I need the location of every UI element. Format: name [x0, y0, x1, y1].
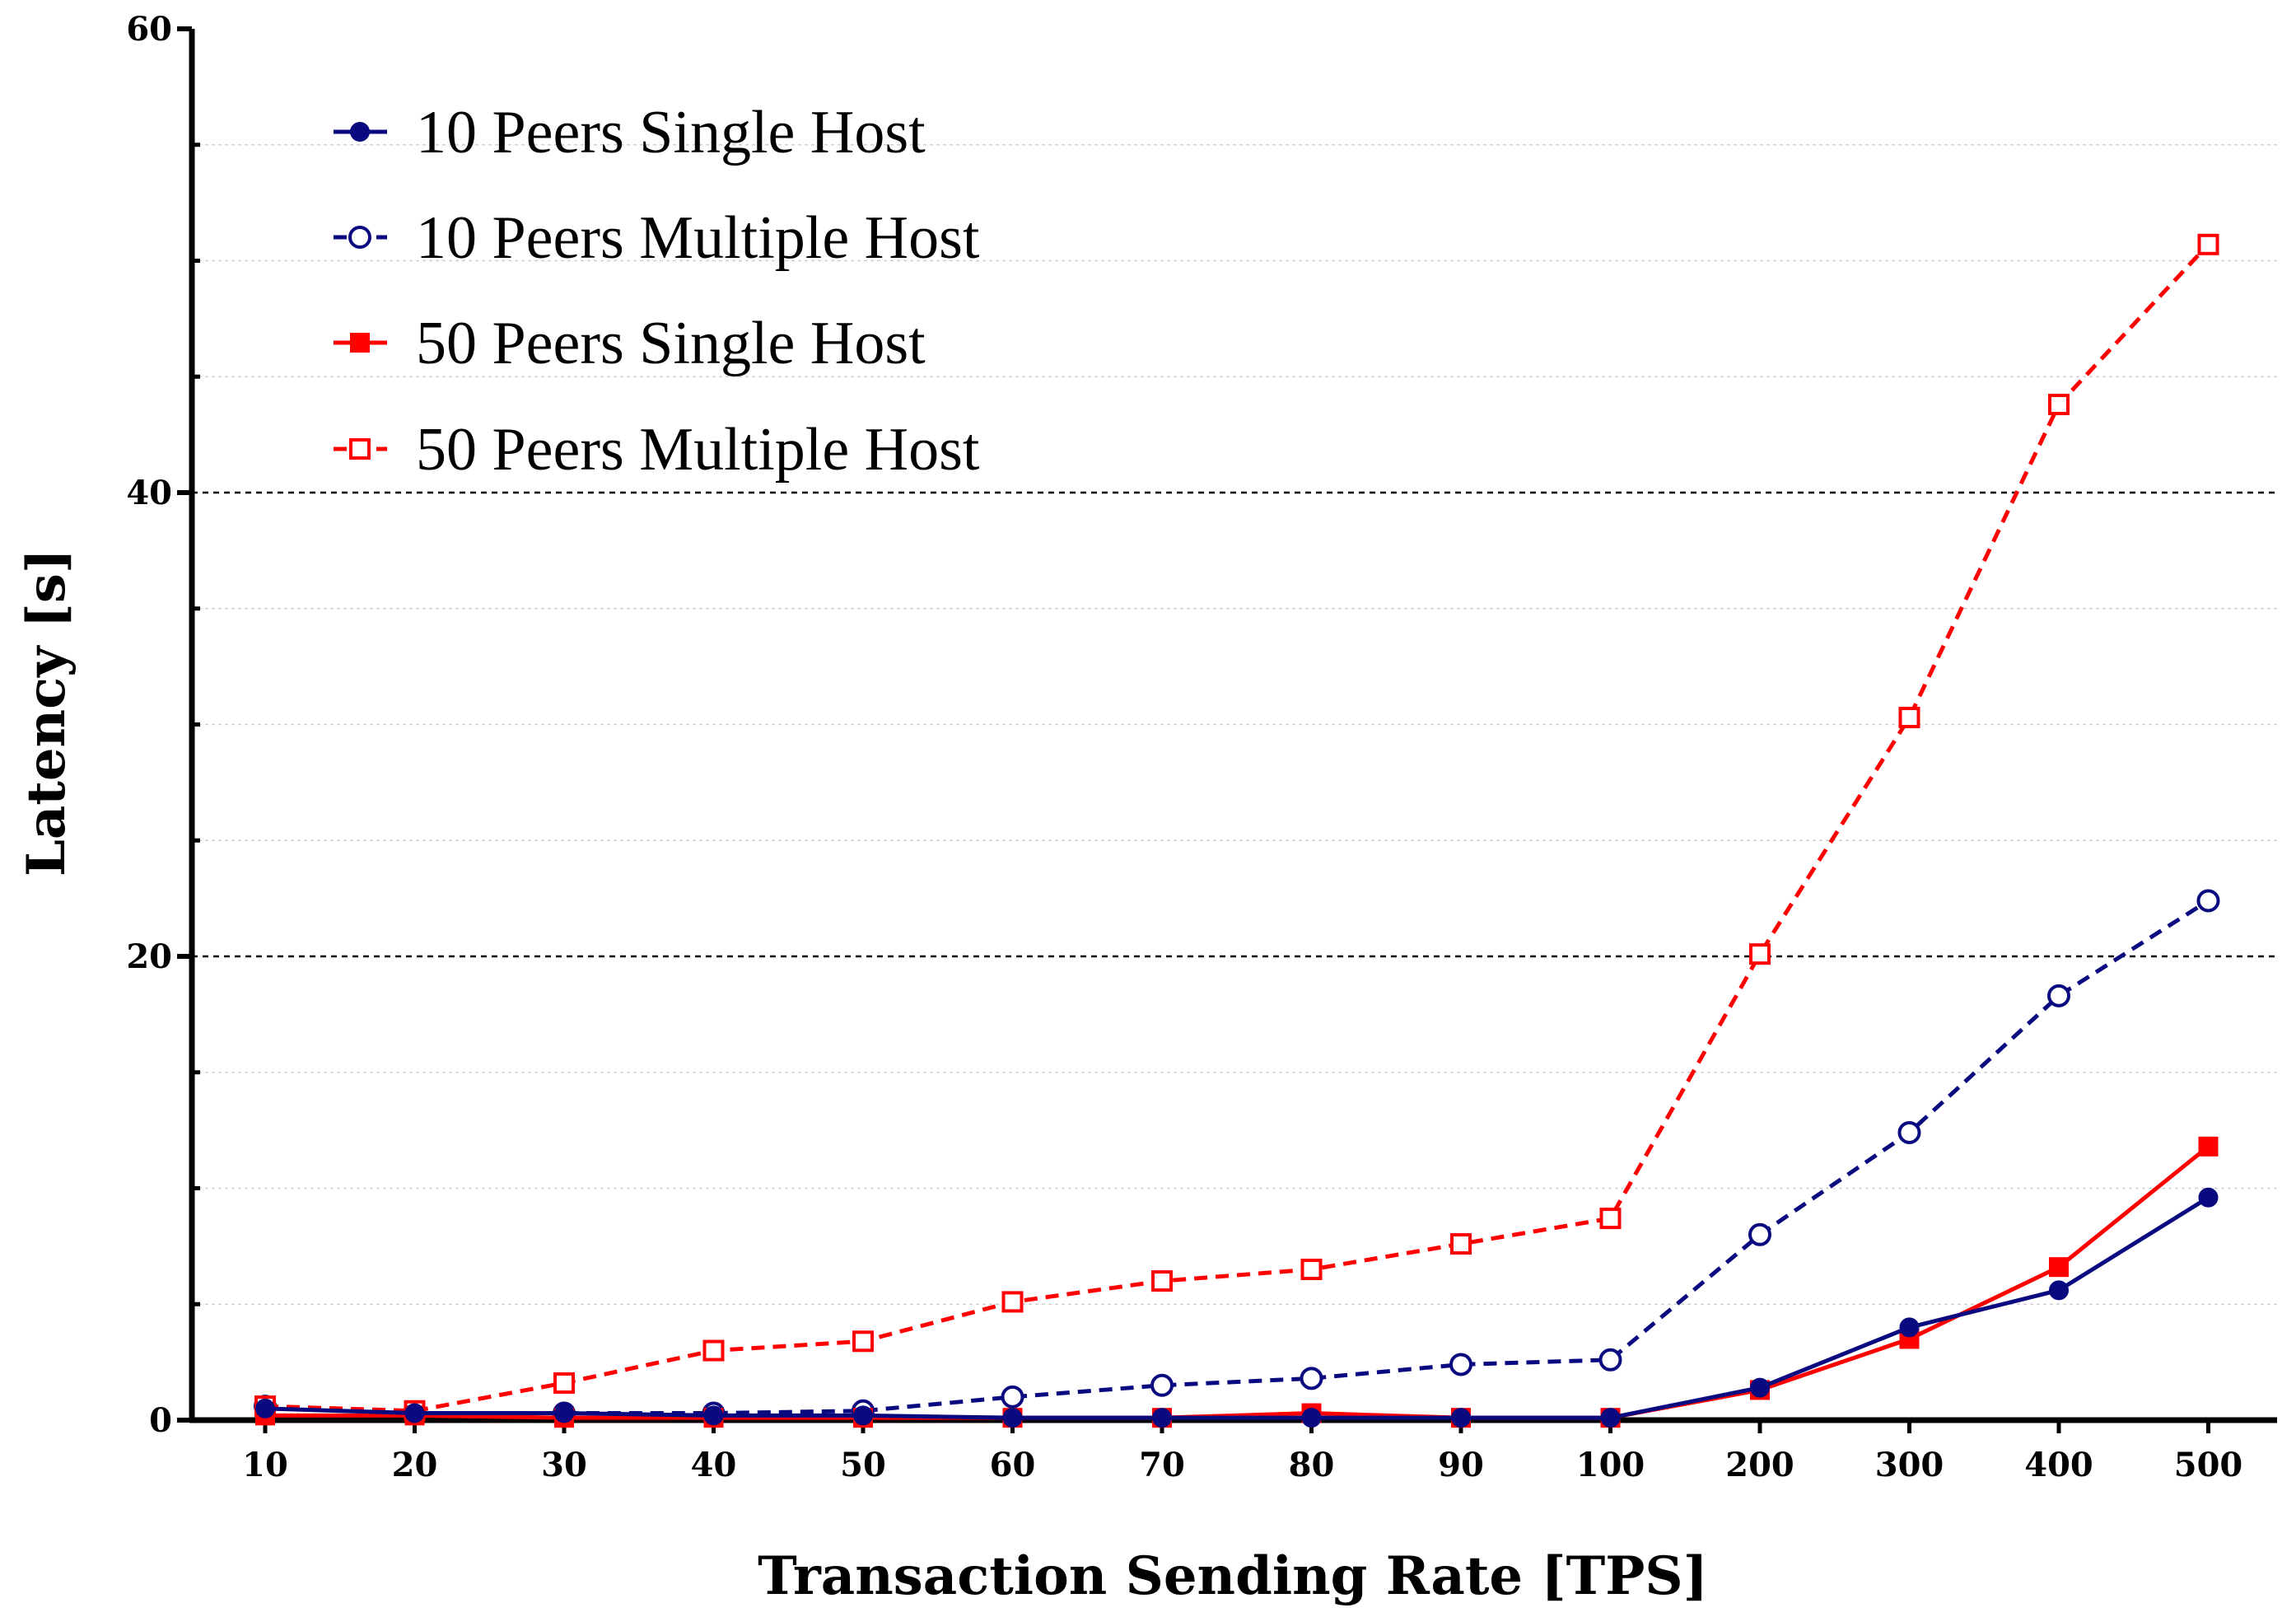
x-tick-label: 200	[1725, 1446, 1794, 1484]
x-tick-label: 100	[1576, 1446, 1645, 1484]
data-point	[1150, 1373, 1174, 1397]
data-point	[1598, 1348, 1622, 1372]
x-tick-label: 30	[541, 1446, 587, 1484]
legend-marker	[350, 333, 370, 353]
data-point	[1749, 943, 1771, 965]
x-tick-label: 50	[840, 1446, 886, 1484]
data-point	[2197, 233, 2219, 255]
legend-label: 10 Peers Single Host	[416, 99, 926, 166]
data-point	[2198, 1187, 2219, 1208]
data-point	[1449, 1353, 1472, 1376]
data-point	[1748, 1222, 1771, 1246]
x-tick-label: 90	[1438, 1446, 1484, 1484]
series-0	[255, 1187, 2219, 1428]
data-point	[404, 1403, 425, 1423]
data-point	[1151, 1270, 1173, 1292]
data-point	[2049, 1257, 2069, 1278]
data-point	[1001, 1385, 1024, 1409]
data-point	[1600, 1408, 1621, 1428]
series-line	[265, 1144, 2210, 1420]
legend-marker	[349, 438, 371, 460]
data-point	[852, 1330, 874, 1353]
legend-entry: 10 Peers Multiple Host	[334, 204, 980, 272]
x-tick-label: 70	[1139, 1446, 1185, 1484]
x-tick-label: 60	[990, 1446, 1036, 1484]
data-point	[853, 1405, 873, 1426]
data-point	[1750, 1377, 1770, 1398]
data-point	[2048, 394, 2070, 416]
data-point	[1599, 1208, 1622, 1230]
legend-marker	[350, 122, 370, 142]
data-point	[2198, 1136, 2219, 1157]
y-tick-label: 0	[149, 1401, 172, 1440]
x-tick-label: 80	[1289, 1446, 1335, 1484]
y-tick-label: 60	[126, 10, 172, 49]
x-tick-label: 300	[1875, 1446, 1944, 1484]
y-axis-title: Latency [s]	[16, 549, 77, 876]
legend-entry: 10 Peers Single Host	[334, 99, 926, 166]
tick-labels: 0 20 40 60 10 20 30 40 50 60 70 80 90 100 200 300 400 500	[126, 10, 2242, 1484]
axes	[177, 26, 2277, 1433]
legend-marker	[348, 226, 371, 249]
data-point	[1898, 707, 1920, 729]
x-tick-label: 400	[2024, 1446, 2093, 1484]
series-line	[264, 1195, 2210, 1420]
data-point	[1897, 1120, 1921, 1144]
data-point	[1899, 1317, 1920, 1338]
data-series	[254, 233, 2220, 1428]
data-point	[1300, 1367, 1323, 1390]
data-point	[2196, 889, 2220, 913]
x-tick-label: 40	[691, 1446, 737, 1484]
data-point	[1002, 1408, 1023, 1428]
data-point	[1300, 1259, 1323, 1281]
series-3	[254, 233, 2219, 1422]
y-tick-label: 20	[126, 937, 172, 976]
data-point	[1152, 1408, 1172, 1428]
legend-entry: 50 Peers Multiple Host	[334, 416, 980, 484]
data-point	[703, 1405, 724, 1426]
data-point	[2047, 984, 2070, 1007]
legend-label: 50 Peers Multiple Host	[416, 416, 980, 484]
x-axis-title: Transaction Sending Rate [TPS]	[758, 1545, 1708, 1607]
grid-lines	[192, 144, 2277, 1305]
data-point	[1450, 1233, 1472, 1255]
legend-label: 10 Peers Multiple Host	[416, 204, 980, 272]
data-point	[1301, 1408, 1322, 1428]
legend: 10 Peers Single Host 10 Peers Multiple Ho…	[334, 99, 980, 484]
data-point	[1001, 1291, 1024, 1313]
series-1	[254, 889, 2220, 1425]
x-tick-label: 500	[2174, 1446, 2243, 1484]
data-point	[553, 1372, 575, 1394]
x-tick-label: 20	[392, 1446, 438, 1484]
data-point	[2049, 1280, 2069, 1301]
series-line	[264, 243, 2210, 1414]
data-point	[554, 1403, 574, 1423]
legend-label: 50 Peers Single Host	[416, 310, 926, 377]
legend-entry: 50 Peers Single Host	[334, 310, 926, 377]
x-tick-label: 10	[242, 1446, 288, 1484]
y-tick-label: 40	[126, 474, 172, 512]
data-point	[702, 1339, 725, 1362]
data-point	[1451, 1408, 1471, 1428]
data-point	[255, 1398, 275, 1418]
